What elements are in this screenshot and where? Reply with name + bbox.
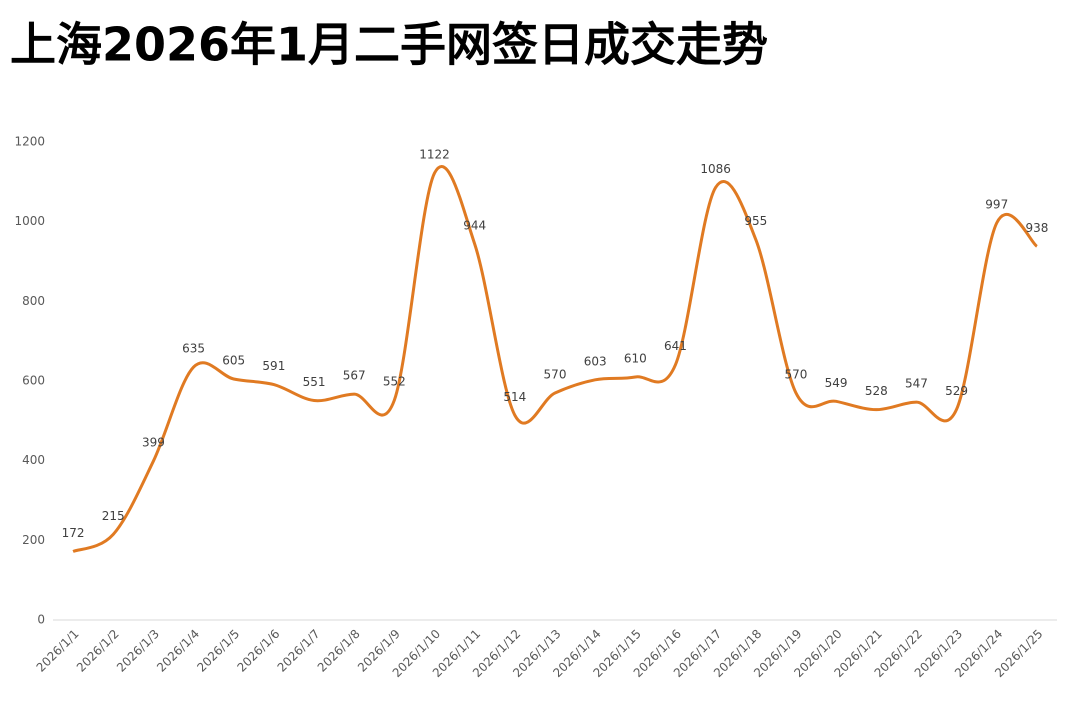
x-tick-label: 2026/1/1 [34,627,82,675]
data-label: 1122 [419,148,450,162]
x-tick-label: 2026/1/3 [114,627,162,675]
data-label: 528 [865,384,888,398]
data-label: 551 [303,375,326,389]
data-label: 635 [182,342,205,356]
y-tick-label: 0 [37,613,45,627]
data-label: 1086 [700,162,731,176]
y-tick-label: 800 [22,294,45,308]
x-tick-label: 2026/1/2 [74,627,122,675]
chart-title: 上海2026年1月二手网签日成交走势 [10,18,768,72]
x-tick-label: 2026/1/7 [275,627,323,675]
data-label: 603 [584,354,607,368]
y-tick-label: 600 [22,374,45,388]
data-label: 549 [825,376,848,390]
data-label: 172 [62,526,85,540]
data-label: 399 [142,436,165,450]
x-tick-label: 2026/1/5 [194,627,242,675]
data-label: 529 [945,384,968,398]
data-label: 997 [985,197,1008,211]
data-label: 570 [785,367,808,381]
y-tick-label: 200 [22,533,45,547]
data-label: 610 [624,352,647,366]
data-label: 215 [102,509,125,523]
data-label: 514 [503,390,526,404]
y-tick-label: 1000 [14,214,45,228]
data-label: 567 [343,369,366,383]
data-label: 944 [463,218,486,232]
y-tick-label: 400 [22,453,45,467]
data-label: 552 [383,375,406,389]
data-label: 938 [1025,221,1048,235]
line [72,164,1038,553]
x-tick-label: 2026/1/4 [154,627,202,675]
data-label: 547 [905,377,928,391]
y-tick-label: 1200 [14,135,45,149]
data-label: 591 [262,359,285,373]
data-label: 955 [744,214,767,228]
data-label: 605 [222,354,245,368]
x-tick-label: 2026/1/6 [234,627,282,675]
x-tick-label: 2026/1/8 [315,627,363,675]
data-label: 570 [544,367,567,381]
data-label: 641 [664,339,687,353]
